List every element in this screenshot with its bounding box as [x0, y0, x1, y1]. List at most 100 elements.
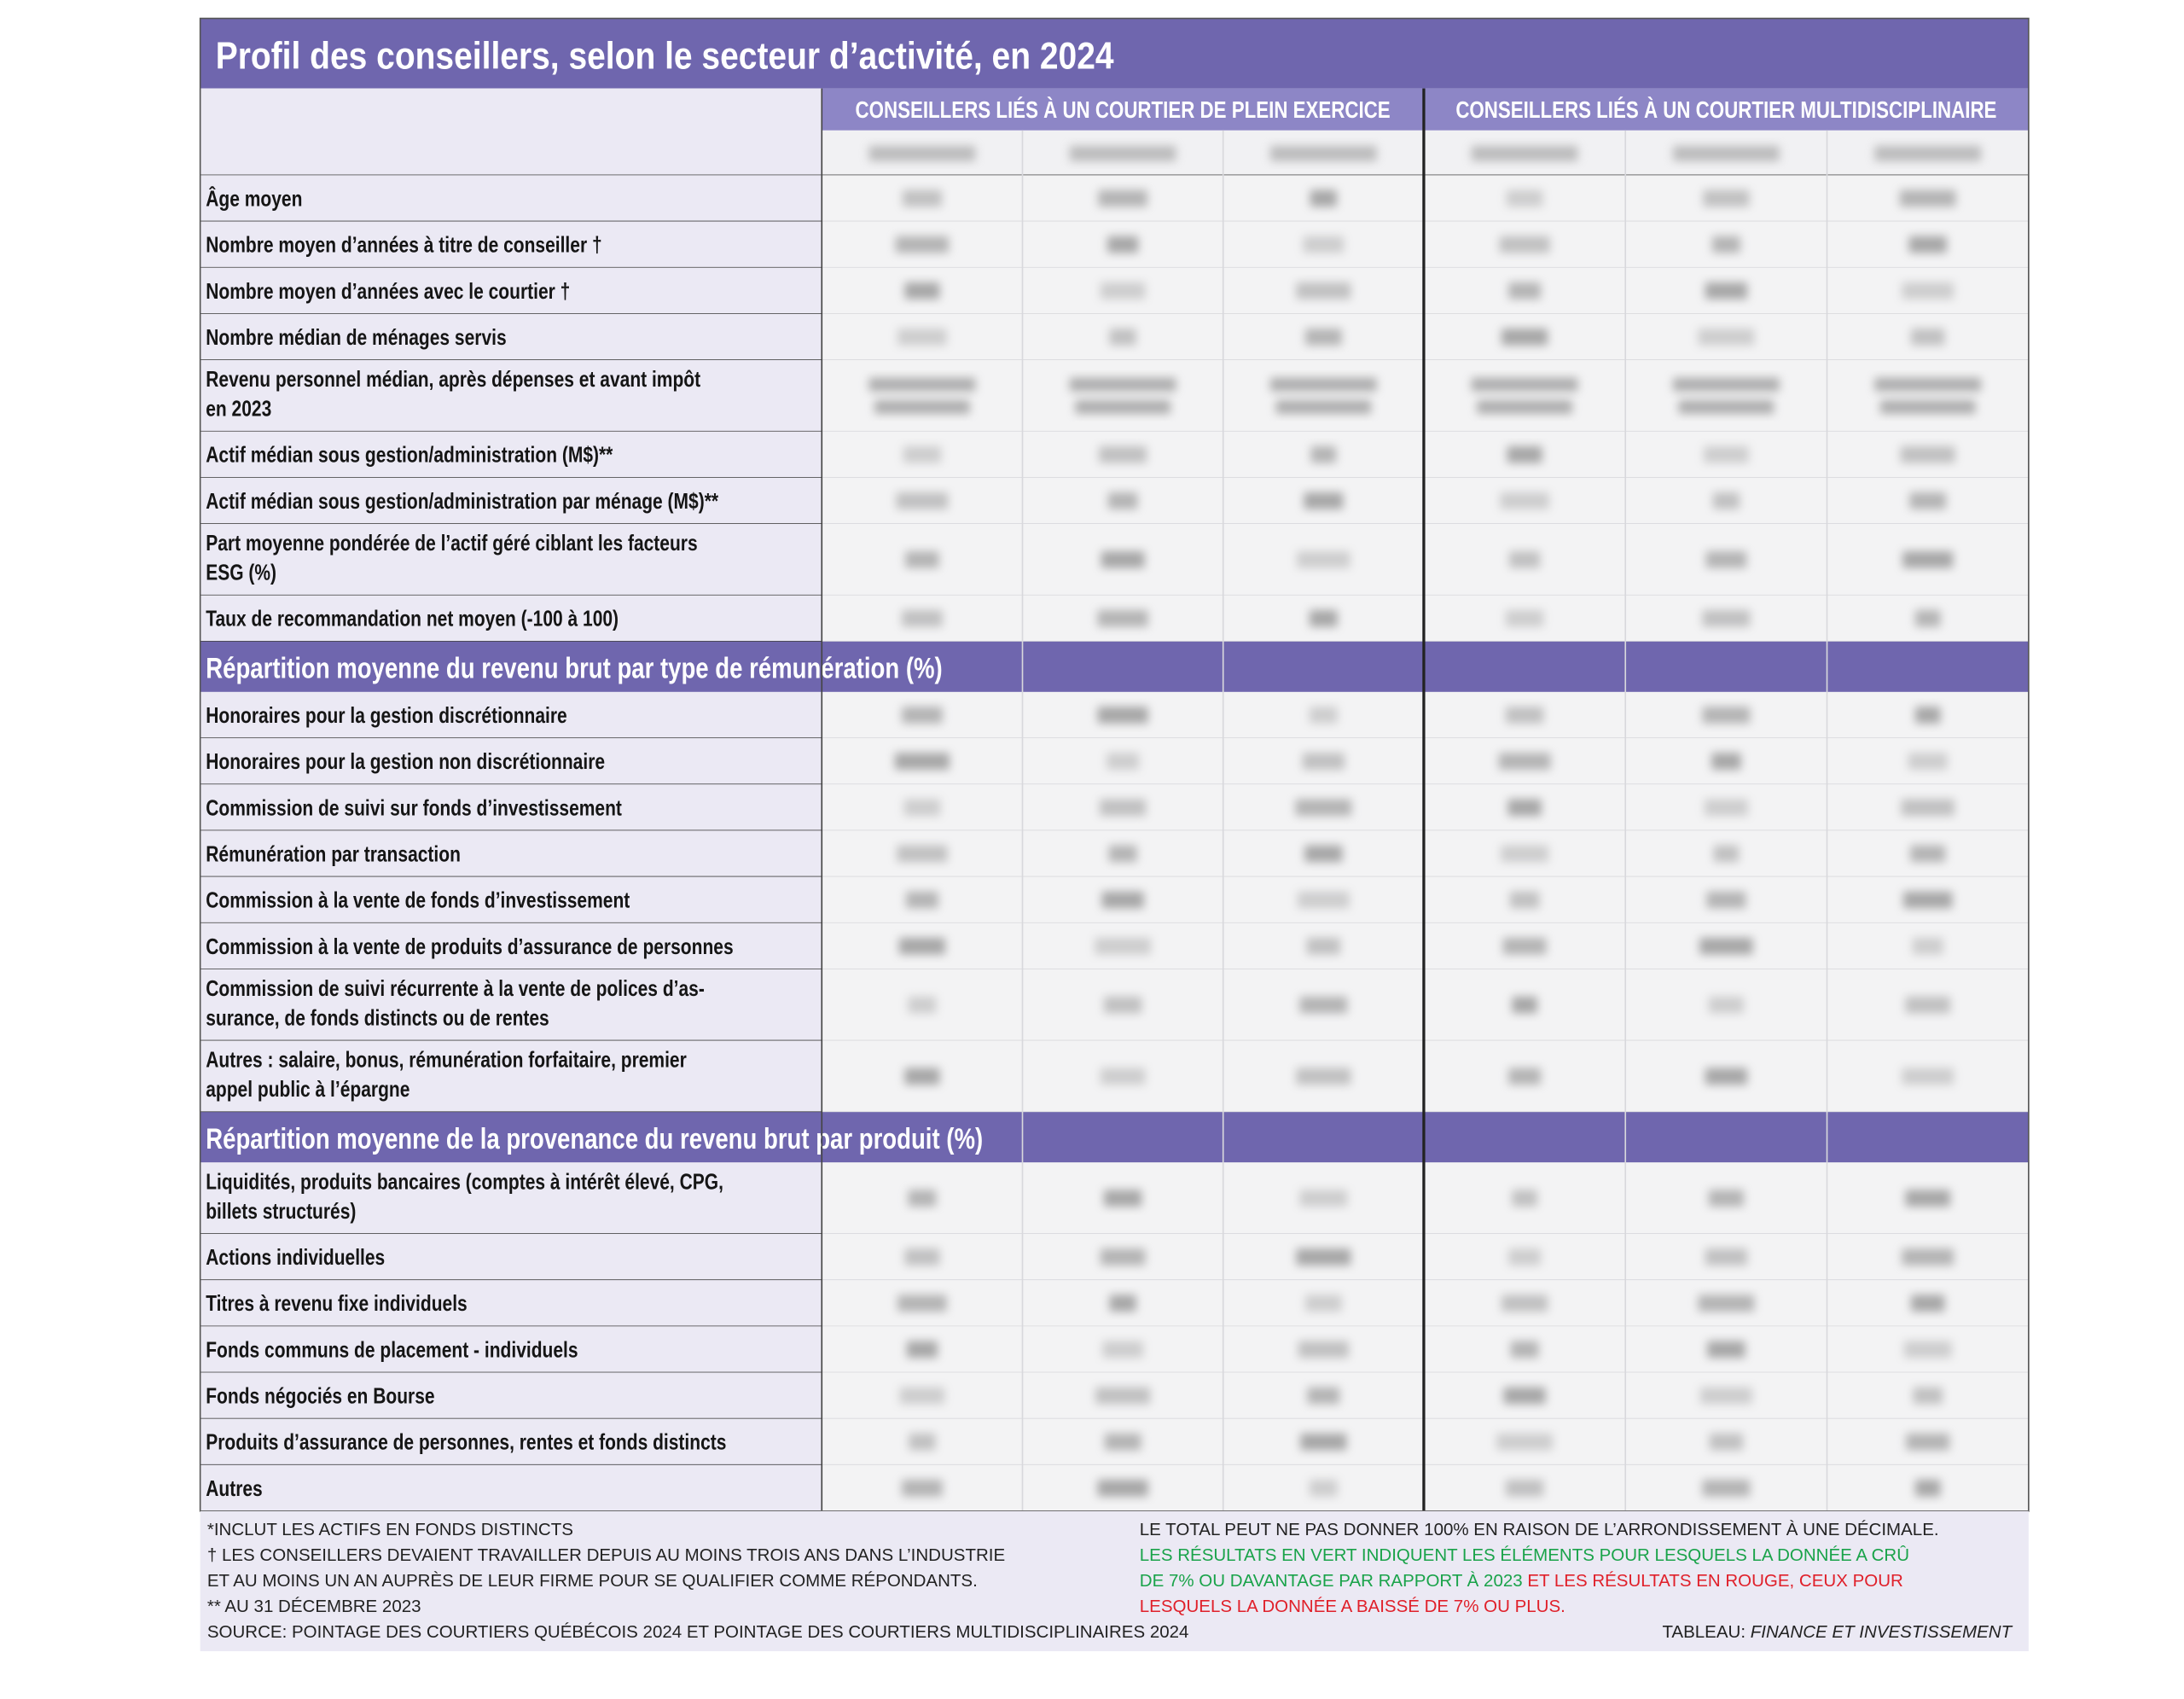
blurred-value [1702, 707, 1751, 724]
group-header: CONSEILLERS LIÉS À UN COURTIER MULTIDISC… [1455, 96, 1996, 124]
label-cell [200, 876, 822, 923]
data-cells [822, 1326, 2029, 1373]
data-cells [822, 1280, 2029, 1327]
blurred-value [1496, 1433, 1553, 1451]
blurred-value [1502, 937, 1547, 955]
label-cell [200, 1464, 822, 1511]
blurred-value [1509, 891, 1540, 909]
blurred-value [902, 189, 942, 207]
row-label: Actions individuelles [206, 1245, 385, 1271]
blurred-value [1101, 891, 1144, 909]
blurred-value [1902, 550, 1954, 568]
blurred-value [1508, 1068, 1541, 1085]
blurred-value [1498, 753, 1551, 770]
label-cell [200, 313, 822, 360]
blurred-value [1297, 550, 1350, 568]
data-cells [822, 784, 2029, 831]
blurred-value [1709, 1433, 1744, 1451]
blurred-value [1296, 282, 1351, 300]
row-label: en 2023 [206, 396, 271, 422]
blurred-value [1908, 236, 1947, 253]
blurred-header [868, 145, 976, 161]
data-cells [822, 477, 2029, 524]
data-cells [822, 431, 2029, 478]
row-label: Nombre médian de ménages servis [206, 325, 506, 351]
section-band [200, 1112, 2029, 1163]
blurred-value [1711, 753, 1741, 770]
blurred-value [904, 282, 940, 300]
blurred-value [1296, 1248, 1351, 1266]
blurred-value [1700, 1387, 1752, 1405]
blurred-value [1269, 377, 1377, 392]
row-label: Commission de suivi récurrente à la vent… [206, 976, 705, 1002]
blurred-value [1503, 1387, 1546, 1405]
blurred-value [1275, 399, 1372, 415]
blurred-value [1912, 937, 1943, 955]
label-cell [200, 1280, 822, 1327]
red-note: LESQUELS LA DONNÉE A BAISSÉ DE 7% OU PLU… [1140, 1597, 1565, 1616]
blurred-value [906, 891, 938, 909]
blurred-value [1310, 189, 1337, 207]
data-cells [822, 1040, 2029, 1113]
blurred-value [896, 492, 949, 509]
blurred-value [1705, 550, 1747, 568]
row-label: surance, de fonds distincts ou de rentes [206, 1005, 549, 1031]
blurred-value [1914, 1479, 1941, 1497]
blurred-value [1309, 609, 1338, 627]
blurred-value [904, 1248, 940, 1266]
blurred-value [1879, 399, 1976, 415]
blurred-header [1673, 145, 1780, 161]
blurred-value [1512, 1190, 1537, 1207]
blurred-value [1706, 891, 1746, 909]
blurred-value [897, 329, 947, 346]
data-cells [822, 738, 2029, 785]
row-label: Revenu personnel médian, après dépenses … [206, 367, 700, 393]
blurred-value [1097, 707, 1148, 724]
blurred-value [1299, 996, 1348, 1014]
green-note: DE 7% OU DAVANTAGE PAR RAPPORT À 2023 [1140, 1571, 1523, 1591]
label-cell [200, 922, 822, 969]
blurred-value [1302, 753, 1345, 770]
color-note: LESQUELS LA DONNÉE A BAISSÉ DE 7% OU PLU… [1140, 1597, 1565, 1616]
blurred-value [1702, 1479, 1751, 1497]
data-cells [822, 969, 2029, 1041]
blurred-value [1307, 1387, 1340, 1405]
label-cell [200, 359, 822, 432]
footnote: *INCLUT LES ACTIFS EN FONDS DISTINCTS [207, 1520, 573, 1539]
blurred-value [1902, 1068, 1955, 1085]
blurred-value [1107, 236, 1139, 253]
blurred-value [1298, 1341, 1349, 1359]
blurred-value [1899, 189, 1956, 207]
blurred-value [1107, 753, 1139, 770]
blurred-value [1902, 282, 1955, 300]
label-cell [200, 595, 822, 642]
footnote: SOURCE: POINTAGE DES COURTIERS QUÉBÉCOIS… [207, 1622, 1189, 1642]
blurred-value [1703, 189, 1750, 207]
color-note: DE 7% OU DAVANTAGE PAR RAPPORT À 2023 ET… [1140, 1571, 1903, 1591]
blurred-value [1713, 845, 1740, 863]
blurred-value [899, 1387, 945, 1405]
data-cells [822, 922, 2029, 969]
label-cell [200, 969, 822, 1041]
data-cells [822, 595, 2029, 642]
blurred-value [908, 996, 937, 1014]
green-note: LES RÉSULTATS EN VERT INDIQUENT LES ÉLÉM… [1140, 1545, 1909, 1565]
row-label: Nombre moyen d’années à titre de conseil… [206, 232, 601, 258]
blurred-value [1309, 707, 1338, 724]
blurred-value [1501, 845, 1548, 863]
blurred-value [1102, 1341, 1143, 1359]
blurred-value [1502, 1295, 1548, 1312]
header-label-cell [200, 88, 822, 176]
label-cell [200, 221, 822, 268]
blurred-value [1699, 937, 1753, 955]
blurred-value [1707, 1341, 1745, 1359]
row-label: Liquidités, produits bancaires (comptes … [206, 1169, 723, 1195]
blurred-value [1502, 329, 1548, 346]
row-label: Autres : salaire, bonus, rémunération fo… [206, 1047, 687, 1073]
blurred-value [904, 1068, 940, 1085]
label-cell [200, 175, 822, 222]
blurred-value [902, 1479, 943, 1497]
row-label: Actif médian sous gestion/administration… [206, 489, 718, 515]
